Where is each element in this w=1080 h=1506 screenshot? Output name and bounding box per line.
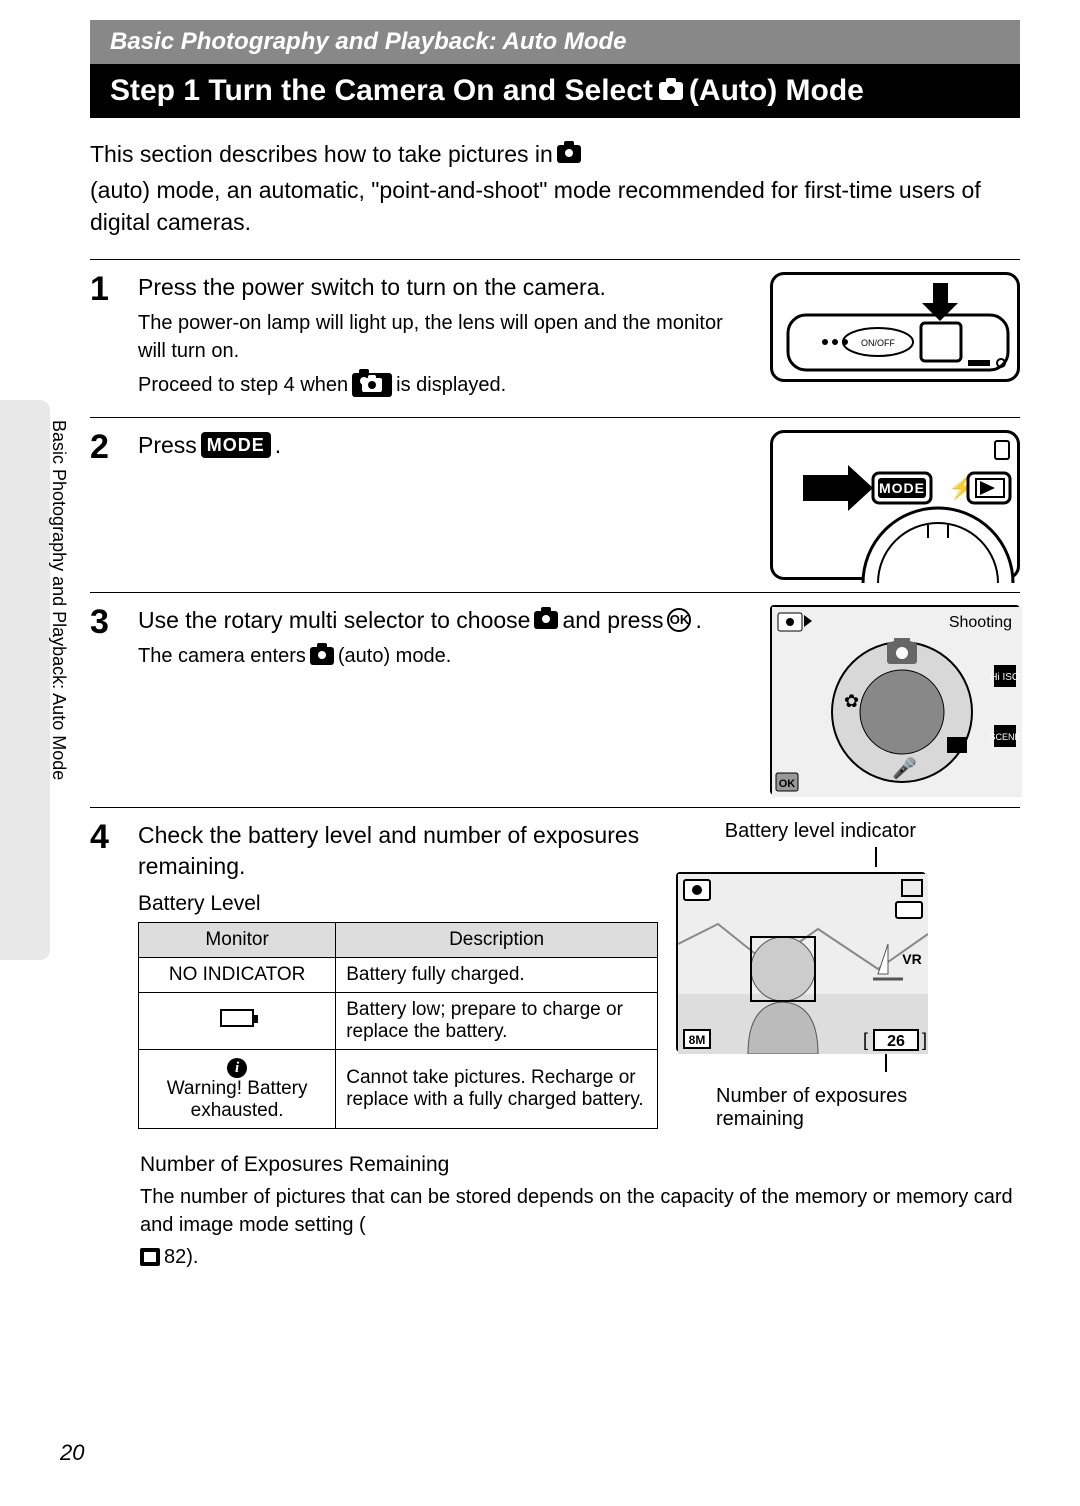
svg-text:26: 26 bbox=[887, 1033, 905, 1050]
exposures-remaining-heading: Number of Exposures Remaining bbox=[140, 1153, 1020, 1177]
battery-indicator-label: Battery level indicator bbox=[676, 820, 926, 843]
pointer-line bbox=[676, 847, 926, 867]
cell-description: Cannot take pictures. Recharge or replac… bbox=[336, 1049, 658, 1129]
text: The camera enters bbox=[138, 642, 306, 670]
title-suffix: (Auto) Mode bbox=[689, 74, 864, 108]
table-row: NO INDICATOR Battery fully charged. bbox=[139, 957, 658, 992]
text: Use the rotary multi selector to choose bbox=[138, 605, 530, 636]
text: Proceed to step 4 when bbox=[138, 371, 348, 399]
col-monitor: Monitor bbox=[139, 922, 336, 957]
step-1: 1 Press the power switch to turn on the … bbox=[90, 260, 1020, 417]
step-number: 4 bbox=[90, 820, 120, 854]
camera-icon bbox=[557, 145, 581, 163]
cell-monitor bbox=[139, 992, 336, 1049]
text: 82). bbox=[164, 1243, 198, 1271]
exposures-remaining-text: The number of pictures that can be store… bbox=[140, 1183, 1020, 1271]
cell-monitor: NO INDICATOR bbox=[139, 957, 336, 992]
step-subtext: The power-on lamp will light up, the len… bbox=[138, 309, 752, 365]
monitor-preview-screen: VR 8M [ 26 ] bbox=[676, 872, 926, 1052]
svg-text:[: [ bbox=[863, 1030, 868, 1050]
step-illustration: Battery level indicator bbox=[676, 820, 926, 1131]
text: Press bbox=[138, 430, 197, 461]
text: and press bbox=[562, 605, 663, 636]
svg-text:Shooting: Shooting bbox=[949, 614, 1012, 631]
col-description: Description bbox=[336, 922, 658, 957]
step-subtext: The camera enters (auto) mode. bbox=[138, 642, 752, 670]
step-2: 2 Press MODE. MODE ⚡ bbox=[90, 418, 1020, 592]
step-illustration: Shooting ✿ 🎤 Hi ISO SCENE OK bbox=[770, 605, 1020, 795]
svg-text:Hi ISO: Hi ISO bbox=[990, 672, 1020, 683]
battery-level-heading: Battery Level bbox=[138, 892, 658, 916]
svg-text:✿: ✿ bbox=[844, 691, 859, 711]
pointer-line bbox=[676, 1052, 926, 1072]
cell-description: Battery low; prepare to charge or replac… bbox=[336, 992, 658, 1049]
text: The number of pictures that can be store… bbox=[140, 1183, 1020, 1239]
camera-icon bbox=[659, 82, 683, 100]
svg-text:]: ] bbox=[922, 1030, 927, 1050]
camera-icon bbox=[534, 611, 558, 629]
svg-text:ON/OFF: ON/OFF bbox=[861, 338, 895, 348]
camera-on-black-icon bbox=[352, 373, 392, 397]
step-illustration: MODE ⚡ bbox=[770, 430, 1020, 580]
intro-text-b: (auto) mode, an automatic, "point-and-sh… bbox=[90, 174, 1020, 238]
cell-monitor: i Warning! Battery exhausted. bbox=[139, 1049, 336, 1129]
svg-text:MODE: MODE bbox=[879, 480, 925, 496]
text: (auto) mode. bbox=[338, 642, 451, 670]
step-3: 3 Use the rotary multi selector to choos… bbox=[90, 593, 1020, 807]
intro-paragraph: This section describes how to take pictu… bbox=[90, 138, 1020, 239]
ok-button-icon: OK bbox=[667, 608, 691, 632]
section-tab bbox=[0, 400, 50, 960]
svg-text:8M: 8M bbox=[689, 1033, 706, 1047]
camera-icon bbox=[310, 647, 334, 665]
cell-description: Battery fully charged. bbox=[336, 957, 658, 992]
step-number: 2 bbox=[90, 430, 120, 580]
intro-text-a: This section describes how to take pictu… bbox=[90, 138, 553, 170]
step-number: 3 bbox=[90, 605, 120, 795]
step-title: Use the rotary multi selector to choose … bbox=[138, 605, 752, 636]
chapter-header: Basic Photography and Playback: Auto Mod… bbox=[90, 20, 1020, 64]
warning-text: Warning! Battery exhausted. bbox=[149, 1078, 325, 1122]
step-title: Press the power switch to turn on the ca… bbox=[138, 272, 752, 303]
page-title: Step 1 Turn the Camera On and Select (Au… bbox=[90, 64, 1020, 118]
step-4: 4 Check the battery level and number of … bbox=[90, 808, 1020, 1143]
camera-back-diagram: MODE ⚡ bbox=[773, 433, 1023, 583]
table-header-row: Monitor Description bbox=[139, 922, 658, 957]
step-subtext: Proceed to step 4 when is displayed. bbox=[138, 371, 752, 399]
section-side-label: Basic Photography and Playback: Auto Mod… bbox=[48, 420, 69, 920]
table-row: Battery low; prepare to charge or replac… bbox=[139, 992, 658, 1049]
table-row: i Warning! Battery exhausted. Cannot tak… bbox=[139, 1049, 658, 1129]
text: . bbox=[695, 605, 701, 636]
mode-button-icon: MODE bbox=[201, 432, 271, 458]
svg-text:OK: OK bbox=[779, 778, 796, 790]
mode-selector-screen: Shooting ✿ 🎤 Hi ISO SCENE OK bbox=[770, 605, 1020, 795]
text: is displayed. bbox=[396, 371, 506, 399]
title-prefix: Step 1 Turn the Camera On and Select bbox=[110, 74, 653, 108]
exposures-remaining-label: Number of exposures remaining bbox=[676, 1085, 926, 1131]
svg-text:VR: VR bbox=[902, 951, 921, 967]
step-title: Check the battery level and number of ex… bbox=[138, 820, 658, 882]
manual-reference-icon bbox=[140, 1248, 160, 1266]
battery-level-table: Monitor Description NO INDICATOR Battery… bbox=[138, 922, 658, 1130]
warning-info-icon: i bbox=[227, 1058, 247, 1078]
step-number: 1 bbox=[90, 272, 120, 405]
page-number: 20 bbox=[60, 1440, 84, 1466]
camera-top-diagram: ON/OFF bbox=[773, 275, 1023, 385]
step-illustration: ON/OFF bbox=[770, 272, 1020, 405]
svg-text:SCENE: SCENE bbox=[989, 732, 1020, 742]
svg-text:🎤: 🎤 bbox=[892, 756, 917, 780]
battery-low-icon bbox=[220, 1009, 254, 1027]
text: . bbox=[275, 430, 281, 461]
step-title: Press MODE. bbox=[138, 430, 752, 461]
